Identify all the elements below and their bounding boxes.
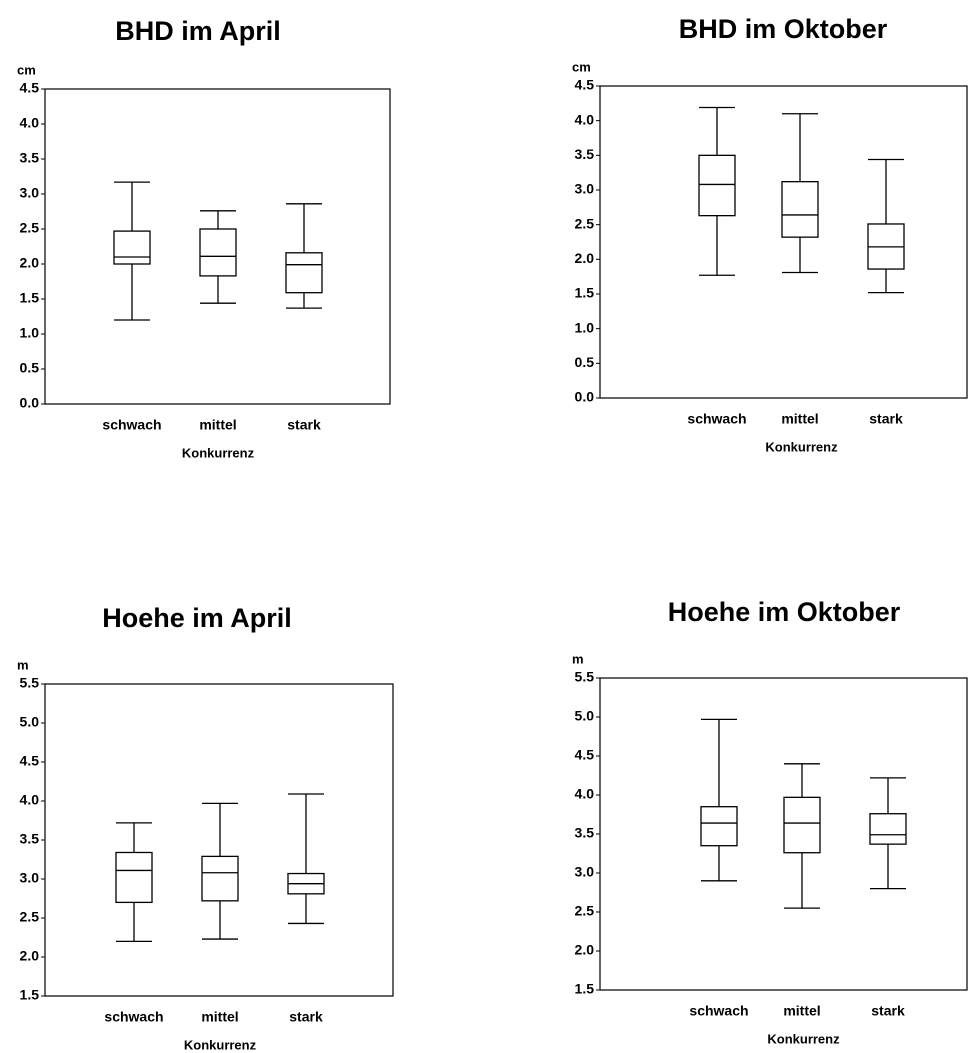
y-tick-label: 4.0 (575, 786, 595, 802)
x-axis-label: Konkurrenz (182, 445, 255, 460)
y-tick-label: 4.5 (20, 80, 40, 96)
y-tick-label: 5.5 (575, 669, 595, 685)
chart-title: Hoehe im April (102, 603, 292, 633)
x-tick-label: stark (287, 417, 321, 433)
y-tick-label: 5.0 (20, 714, 40, 730)
box (115, 851, 153, 904)
x-axis-label: Konkurrenz (184, 1037, 257, 1052)
y-tick-label: 3.0 (575, 864, 595, 880)
y-tick-label: 3.5 (575, 146, 595, 162)
y-tick-label: 3.0 (575, 181, 595, 197)
y-tick-label: 1.5 (575, 285, 595, 301)
y-tick-label: 5.0 (575, 708, 595, 724)
x-tick-label: mittel (783, 1003, 820, 1019)
box (201, 855, 239, 902)
y-axis-label: cm (17, 62, 36, 77)
x-tick-label: mittel (201, 1009, 238, 1025)
y-tick-label: 2.0 (575, 942, 595, 958)
x-tick-label: schwach (102, 417, 161, 433)
y-tick-label: 5.5 (20, 675, 40, 691)
y-axis-label: m (572, 651, 584, 666)
y-tick-label: 1.0 (20, 325, 40, 341)
y-tick-label: 3.0 (20, 185, 40, 201)
box (698, 154, 736, 217)
box (869, 813, 907, 845)
y-tick-label: 0.5 (20, 360, 40, 376)
y-tick-label: 2.5 (575, 903, 595, 919)
plot-frame (44, 683, 394, 997)
box (285, 252, 323, 294)
box (199, 228, 237, 277)
x-tick-label: stark (289, 1009, 323, 1025)
y-tick-label: 2.0 (20, 948, 40, 964)
y-tick-label: 3.5 (20, 831, 40, 847)
y-tick-label: 1.5 (575, 981, 595, 997)
box (700, 806, 738, 847)
y-tick-label: 3.5 (20, 150, 40, 166)
y-tick-label: 3.5 (575, 825, 595, 841)
x-axis-label: Konkurrenz (767, 1031, 840, 1046)
x-tick-label: mittel (199, 417, 236, 433)
x-tick-label: mittel (781, 411, 818, 427)
chart-title: BHD im April (115, 16, 281, 46)
box (781, 181, 819, 238)
box (113, 230, 151, 265)
y-tick-label: 1.5 (20, 290, 40, 306)
y-tick-label: 4.0 (575, 111, 595, 127)
box (783, 796, 821, 854)
y-tick-label: 4.0 (20, 792, 40, 808)
x-axis-label: Konkurrenz (765, 439, 838, 454)
y-tick-label: 4.5 (575, 77, 595, 93)
chart-title: BHD im Oktober (679, 14, 888, 44)
y-tick-label: 2.5 (20, 909, 40, 925)
y-tick-label: 3.0 (20, 870, 40, 886)
x-tick-label: schwach (689, 1003, 748, 1019)
y-tick-label: 2.5 (20, 220, 40, 236)
x-tick-label: stark (869, 411, 903, 427)
x-tick-label: schwach (104, 1009, 163, 1025)
y-axis-label: m (17, 657, 29, 672)
y-tick-label: 4.0 (20, 115, 40, 131)
y-axis-label: cm (572, 59, 591, 74)
chart-title: Hoehe im Oktober (668, 597, 901, 627)
y-tick-label: 1.0 (575, 319, 595, 335)
plot-frame (599, 85, 968, 399)
y-tick-label: 2.0 (575, 250, 595, 266)
y-tick-label: 0.0 (20, 395, 40, 411)
y-tick-label: 1.5 (20, 987, 40, 1003)
x-tick-label: stark (871, 1003, 905, 1019)
y-tick-label: 0.0 (575, 389, 595, 405)
y-tick-label: 2.0 (20, 255, 40, 271)
y-tick-label: 4.5 (20, 753, 40, 769)
x-tick-label: schwach (687, 411, 746, 427)
y-tick-label: 2.5 (575, 215, 595, 231)
plot-frame (44, 88, 391, 405)
y-tick-label: 0.5 (575, 354, 595, 370)
y-tick-label: 4.5 (575, 747, 595, 763)
